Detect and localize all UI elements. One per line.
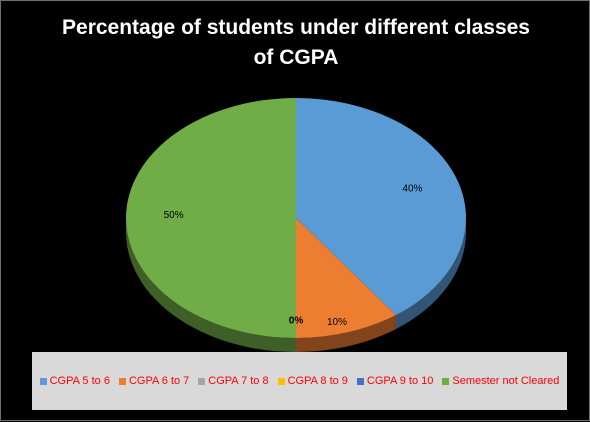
legend-label-5: Semester not Cleared bbox=[452, 375, 560, 387]
pie-slice-5 bbox=[126, 98, 296, 338]
legend-swatch-4 bbox=[356, 377, 364, 385]
pie-slice-side-1 bbox=[296, 315, 396, 352]
legend-item-0: CGPA 5 to 6 bbox=[39, 375, 110, 387]
pie-slice-side-0 bbox=[395, 218, 466, 330]
pie-slice-0 bbox=[296, 98, 466, 316]
chart-title-line-1: Percentage of students under different c… bbox=[62, 16, 530, 39]
legend-swatch-0 bbox=[39, 377, 47, 385]
legend-item-1: CGPA 6 to 7 bbox=[118, 375, 190, 387]
pie-slice-1 bbox=[296, 218, 396, 338]
legend-label-4: CGPA 9 to 10 bbox=[366, 375, 434, 387]
data-label-0: 40% bbox=[402, 183, 422, 194]
legend-swatch-3 bbox=[277, 377, 285, 385]
pie-data-labels: 40% 10% 50% 0% bbox=[164, 183, 423, 328]
pie-slice-side-5 bbox=[126, 218, 296, 352]
chart-title-line-2: of CGPA bbox=[253, 46, 339, 69]
data-label-1: 10% bbox=[327, 317, 347, 328]
legend-swatch-5 bbox=[442, 377, 450, 385]
data-label-5: 50% bbox=[164, 210, 184, 221]
legend-label-3: CGPA 8 to 9 bbox=[287, 375, 348, 387]
legend-item-4: CGPA 9 to 10 bbox=[356, 375, 434, 387]
legend-swatch-2 bbox=[198, 377, 206, 385]
legend-label-2: CGPA 7 to 8 bbox=[208, 375, 269, 387]
chart-legend: CGPA 5 to 6 CGPA 6 to 7 CGPA 7 to 8 CGPA 8 … bbox=[32, 352, 567, 410]
legend-item-2: CGPA 7 to 8 bbox=[198, 375, 269, 387]
legend-swatch-1 bbox=[118, 377, 126, 385]
legend-item-5: Semester not Cleared bbox=[442, 375, 559, 387]
data-label-zero: 0% bbox=[289, 316, 304, 327]
pie-slices bbox=[126, 98, 466, 338]
pie-depth bbox=[126, 218, 466, 352]
legend-label-0: CGPA 5 to 6 bbox=[49, 375, 110, 387]
legend-item-3: CGPA 8 to 9 bbox=[277, 375, 348, 387]
chart-title: Percentage of students under different c… bbox=[1, 13, 590, 73]
legend-label-1: CGPA 6 to 7 bbox=[128, 375, 190, 387]
